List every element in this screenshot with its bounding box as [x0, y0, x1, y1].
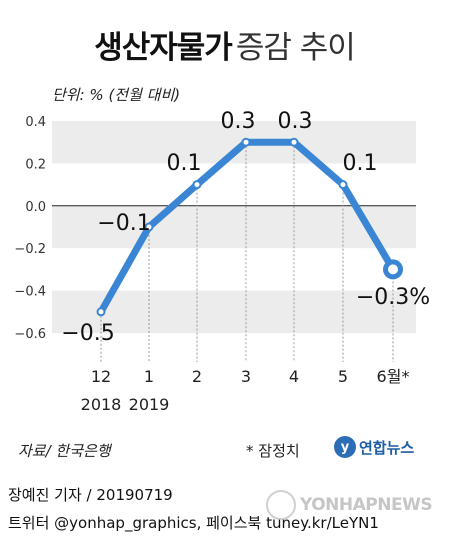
data-label: −0.1: [97, 211, 150, 236]
x-year-label: 2019: [129, 395, 170, 414]
grid-band: [52, 205, 416, 249]
y-tick-label: −0.4: [14, 285, 46, 300]
x-tick-label: 3: [241, 367, 251, 386]
data-label: 0.1: [167, 151, 202, 176]
watermark-text: YONHAPNEWS: [300, 495, 433, 515]
y-tick-label: 0.4: [25, 115, 46, 130]
title-bold: 생산자물가: [94, 30, 233, 66]
data-label: 0.1: [343, 151, 378, 176]
x-tick-label: 6월*: [377, 367, 410, 386]
x-tick-label: 2: [192, 367, 202, 386]
data-label: 0.3: [221, 109, 256, 134]
y-tick-label: 0.0: [25, 200, 46, 215]
x-tick-label: 12: [91, 367, 111, 386]
watermark-icon: [266, 490, 296, 520]
data-point: [96, 307, 106, 317]
x-year-label: 2018: [81, 395, 122, 414]
data-point: [338, 180, 348, 190]
data-label: −0.3%: [356, 285, 430, 310]
data-label: 0.3: [278, 109, 313, 134]
x-tick-label: 4: [289, 367, 299, 386]
data-point: [192, 180, 202, 190]
watermark: YONHAPNEWS: [266, 490, 433, 520]
yonhap-logo-icon: y: [334, 436, 356, 458]
y-tick-label: −0.2: [14, 242, 46, 257]
data-label: −0.5: [61, 321, 114, 346]
data-point: [289, 137, 299, 147]
title-light: 증감 추이: [235, 30, 356, 66]
yonhap-logo-text: 연합뉴스: [359, 438, 415, 457]
data-point: [144, 222, 154, 232]
reporter-credit: 장예진 기자 / 20190719: [8, 486, 173, 504]
y-tick-label: −0.6: [14, 327, 46, 342]
preliminary-note: * 잠정치: [246, 442, 300, 460]
data-point: [241, 137, 251, 147]
x-tick-label: 5: [338, 367, 348, 386]
data-point-last-center: [388, 264, 398, 275]
line-chart: 0.4 0.2 0.0 −0.2 −0.4 −0.6 −0.5 −0.1 0.1 0.3 0.3 0.…: [14, 109, 430, 414]
source-label: 자료/ 한국은행: [18, 442, 111, 460]
unit-label: 단위: % (전월 대비): [52, 86, 181, 104]
yonhap-logo: y 연합뉴스: [334, 436, 414, 458]
chart-title: 생산자물가 증감 추이: [0, 22, 449, 67]
x-tick-label: 1: [144, 367, 154, 386]
y-tick-label: 0.2: [25, 157, 46, 172]
